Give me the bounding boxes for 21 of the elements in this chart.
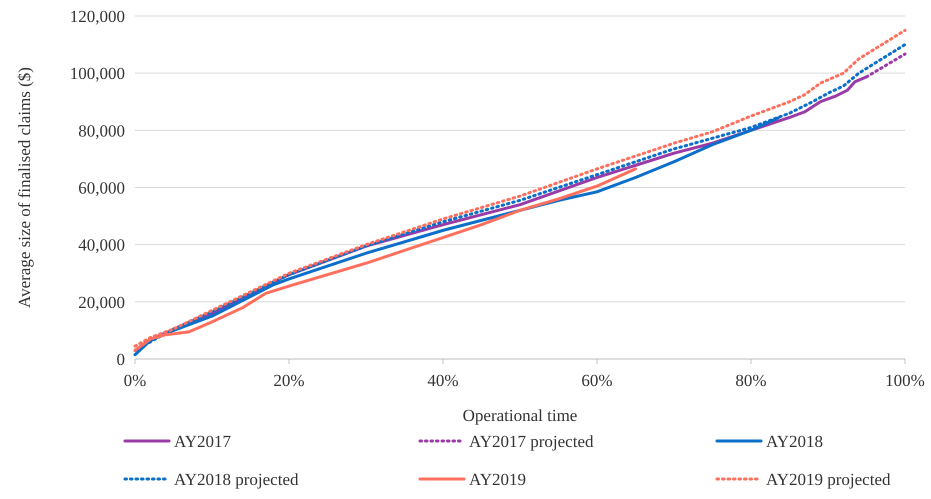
legend-label: AY2019 — [469, 470, 526, 489]
x-tick-label: 0% — [124, 371, 146, 390]
x-axis-title: Operational time — [462, 406, 578, 425]
y-tick-label: 60,000 — [78, 178, 125, 198]
y-tick-label: 0 — [116, 350, 125, 369]
y-axis-title: Average size of finalised claims ($) — [15, 67, 34, 308]
x-tick-label: 60% — [581, 371, 613, 390]
y-tick-label: 120,000 — [70, 7, 125, 26]
legend-label: AY2018 projected — [174, 470, 299, 489]
legend-label: AY2017 — [174, 432, 232, 451]
legend-label: AY2019 projected — [766, 470, 891, 489]
legend-label: AY2017 projected — [469, 432, 594, 451]
x-tick-label: 20% — [273, 371, 305, 390]
y-tick-label: 40,000 — [78, 236, 125, 255]
y-tick-label: 80,000 — [78, 121, 125, 140]
y-tick-label: 20,000 — [78, 292, 125, 312]
y-tick-label: 100,000 — [70, 64, 125, 84]
x-tick-label: 40% — [427, 371, 459, 390]
x-tick-label: 80% — [735, 371, 767, 390]
x-tick-label: 100% — [885, 371, 925, 390]
legend-label: AY2018 — [766, 432, 823, 451]
